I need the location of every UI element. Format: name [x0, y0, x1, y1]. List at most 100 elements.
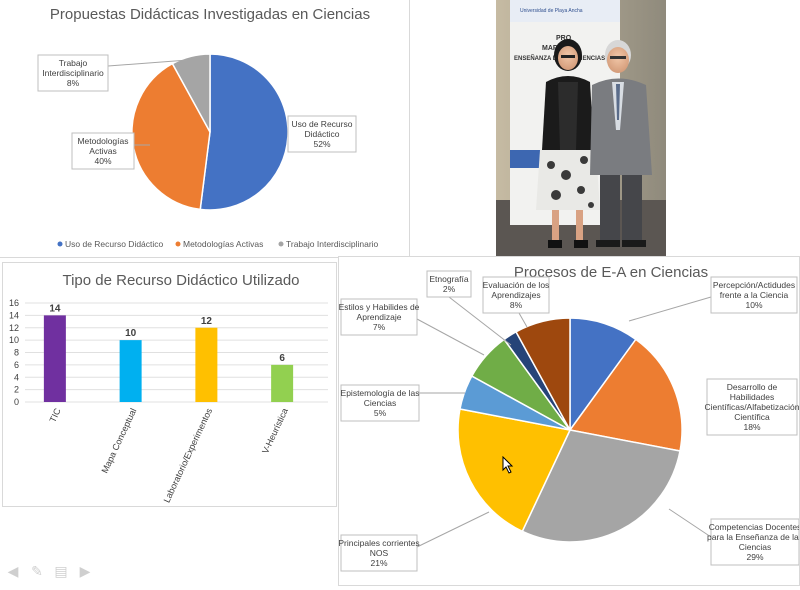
callout-text: Metodologías: [77, 136, 128, 146]
y-tick-label: 2: [14, 385, 19, 395]
pie-slice-desarrollo-de-habilidades-cientificas-alfabetizacion-cientifica: [568, 338, 683, 452]
pie-chart-propuestas: Propuestas Didácticas Investigadas en Ci…: [0, 0, 410, 258]
bar-data-label: 12: [201, 316, 213, 327]
bar-data-label: 6: [279, 353, 285, 364]
callout-box: [71, 132, 135, 170]
callout-text: frente a la Ciencia: [720, 290, 789, 300]
callout-leader-line: [518, 312, 528, 328]
callout-text: Científicas/Alfabetización: [705, 402, 799, 412]
y-tick-label: 0: [14, 397, 19, 407]
photo-illustration: Universidad de Playa Ancha PRO MAPA ENSE…: [496, 0, 666, 256]
legend-marker: [175, 241, 181, 247]
callout-text: Competencias Docentes: [709, 522, 799, 532]
callout-text: 21%: [370, 558, 387, 568]
previous-arrow-icon[interactable]: ◀: [7, 563, 19, 579]
data-callout: Desarrollo deHabilidadesCientíficas/Alfa…: [705, 378, 800, 436]
pen-icon[interactable]: ✎: [31, 563, 43, 579]
callout-text: Ciencias: [739, 542, 772, 552]
callout-text: Evaluación de los: [483, 280, 550, 290]
callout-text: Uso de Recurso: [292, 119, 353, 129]
callout-text: 10%: [745, 300, 762, 310]
callout-text: NOS: [370, 548, 389, 558]
pie-slice-trabajo-interdisciplinario: [171, 53, 211, 133]
callout-leader-line: [416, 318, 485, 356]
callout-text: Aprendizajes: [491, 290, 540, 300]
callout-box: [340, 384, 420, 422]
next-arrow-icon[interactable]: ▶: [79, 563, 91, 579]
banner-line-1: PRO: [556, 35, 572, 42]
bar-tic: [43, 315, 66, 402]
callout-text: 7%: [373, 322, 386, 332]
bar-v-heuristica: [271, 364, 294, 402]
callout-box: [426, 270, 472, 298]
chart-title: Tipo de Recurso Didáctico Utilizado: [62, 272, 299, 289]
callout-text: Científica: [734, 412, 770, 422]
person-man: [590, 40, 652, 247]
callout-leader-line: [107, 59, 189, 67]
callout-text: Principales corrientes: [339, 538, 420, 548]
legend-item-trabajo-interdisciplinario: Trabajo Interdisciplinario: [286, 239, 379, 249]
callout-box: [287, 115, 357, 153]
pie-slice-evaluacion-de-los-aprendizajes: [515, 317, 571, 431]
callout-text: 52%: [313, 139, 330, 149]
legend-marker: [57, 241, 63, 247]
y-tick-label: 4: [14, 372, 19, 382]
callout-box: [706, 378, 798, 436]
bar-laboratorio-experimentos: [195, 327, 218, 402]
callout-text: Ciencias: [364, 398, 397, 408]
slides-icon[interactable]: ▤: [54, 563, 68, 579]
y-tick-label: 10: [9, 335, 19, 345]
x-category-label: Mapa Conceptual: [100, 407, 139, 475]
callout-text: 40%: [94, 156, 111, 166]
callout-box: [340, 534, 418, 572]
callout-text: Estilos y Habilides de: [339, 302, 420, 312]
callout-text: Etnografía: [429, 274, 468, 284]
bar-chart-recurso-svg: Tipo de Recurso Didáctico Utilizado 0 2 4 6…: [9, 272, 328, 504]
callout-text: Desarrollo de: [727, 382, 778, 392]
callout-text: 8%: [67, 78, 80, 88]
callout-text: Habilidades: [730, 392, 774, 402]
pie-chart-procesos-svg: Procesos de E-A en Ciencias Percepción/A…: [338, 264, 800, 572]
callout-text: Aprendizaje: [357, 312, 402, 322]
callout-leader-line: [628, 296, 712, 322]
callout-text: 18%: [743, 422, 760, 432]
bar-data-label: 14: [49, 303, 61, 314]
pie-chart-propuestas-svg: Propuestas Didácticas Investigadas en Ci…: [37, 6, 379, 249]
pie-slice-competencias-docentes-para-la-ensenanza-de-las-ciencias: [521, 429, 681, 543]
callout-box: [340, 298, 418, 336]
callout-box: [37, 54, 109, 92]
callout-box: [482, 276, 550, 314]
callout-text: 5%: [374, 408, 387, 418]
x-category-label: TIC: [47, 406, 62, 424]
x-category-label: Laboratorio/Experimentos: [162, 406, 215, 504]
callout-text: Trabajo: [59, 58, 88, 68]
banner-brand: Universidad de Playa Ancha: [520, 8, 583, 14]
callout-leader-line: [668, 508, 712, 538]
y-tick-label: 12: [9, 323, 19, 333]
callout-text: Didáctico: [305, 129, 340, 139]
y-tick-label: 8: [14, 348, 19, 358]
person-woman: [536, 39, 600, 248]
slideshow-toolbar: ◀ ✎ ▤ ▶: [4, 562, 124, 582]
banner-header: [510, 0, 620, 22]
y-tick-label: 14: [9, 310, 19, 320]
callout-text: 8%: [510, 300, 523, 310]
callout-text: Percepción/Actidudes: [713, 280, 795, 290]
legend-item-metodologias-activas: Metodologías Activas: [183, 239, 263, 249]
bar-mapa-conceptual: [119, 340, 142, 402]
callout-leader-line: [448, 296, 512, 346]
pie-slice-principales-corrientes-nos: [457, 408, 572, 533]
callout-text: Epistemología de las: [341, 388, 420, 398]
legend-item-uso-de-recurso-didactico: Uso de Recurso Didáctico: [65, 239, 164, 249]
legend-marker: [278, 241, 284, 247]
chart-title: Propuestas Didácticas Investigadas en Ci…: [50, 6, 370, 23]
callout-leader-line: [416, 511, 490, 548]
callout-text: 29%: [746, 552, 763, 562]
